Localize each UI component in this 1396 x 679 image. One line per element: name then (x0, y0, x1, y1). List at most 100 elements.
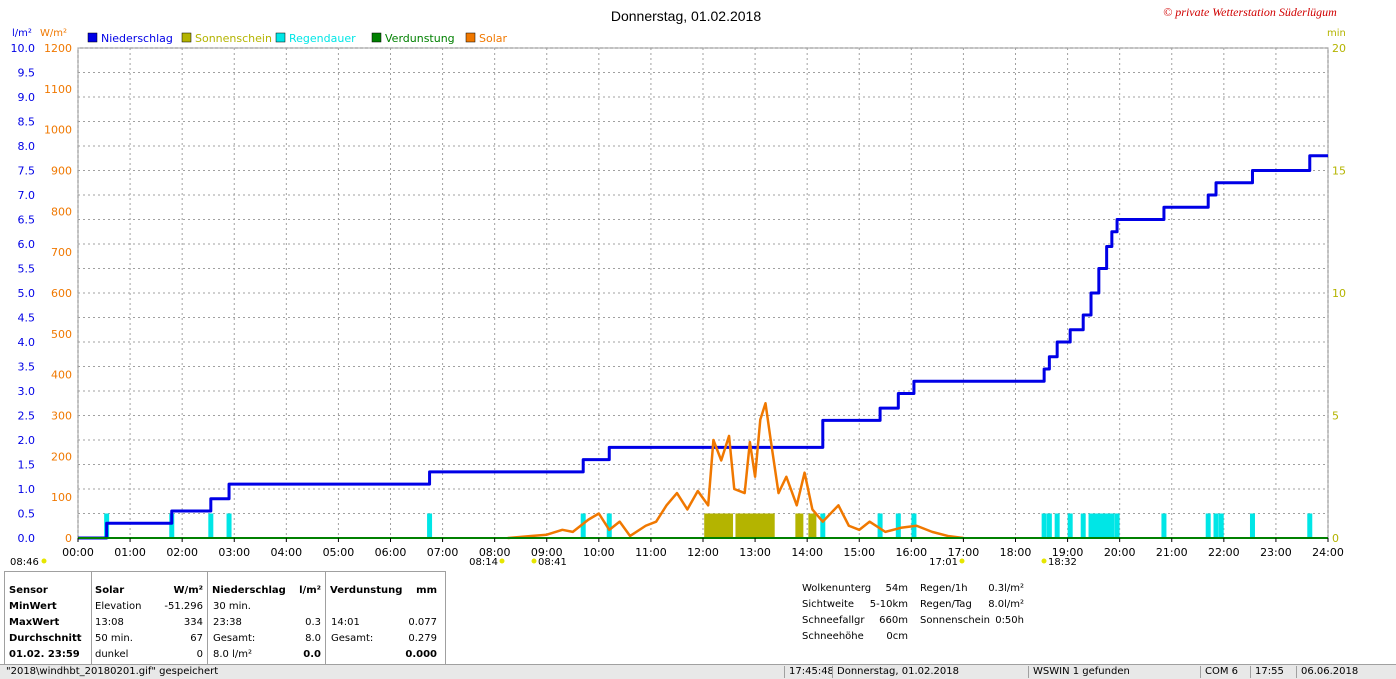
status-port: COM 6 (1200, 666, 1245, 678)
x-tick-label: 00:00 (62, 546, 94, 559)
solar-value: 334 (183, 617, 203, 628)
status-today: 06.06.2018 (1296, 666, 1396, 678)
bar-regendauer (1054, 513, 1060, 538)
bar-regendauer (1307, 513, 1313, 538)
evap-info: 14:01 (331, 617, 360, 628)
x-tick-label: 12:00 (687, 546, 719, 559)
time-annotation: 08:41 (538, 557, 567, 568)
bar-sonnenschein (709, 513, 718, 538)
x-tick-label: 19:00 (1052, 546, 1084, 559)
precip-info: 8.0 l/m² (213, 649, 252, 660)
header-evap: Verdunstung (330, 585, 403, 596)
y-left-precip-tick-label: 4.0 (18, 336, 36, 349)
sun-marker (499, 558, 505, 564)
y-right-minutes-tick-label: 5 (1332, 410, 1339, 423)
bar-regendauer (1213, 513, 1219, 538)
y-left-solar-tick-label: 300 (51, 410, 72, 423)
table-divider (325, 572, 326, 664)
x-tick-label: 22:00 (1208, 546, 1240, 559)
time-annotation: 17:01 (929, 557, 958, 568)
bar-sonnenschein (795, 513, 804, 538)
bar-sonnenschein (761, 513, 770, 538)
y-left-precip-tick-label: 2.5 (18, 410, 36, 423)
x-tick-label: 01:00 (114, 546, 146, 559)
y-left-precip-tick-label: 2.0 (18, 434, 36, 447)
y-left-precip-tick-label: 9.5 (18, 67, 36, 80)
bar-sonnenschein (808, 513, 817, 538)
x-tick-label: 21:00 (1156, 546, 1188, 559)
rain-info-value: 0.3l/m² (988, 583, 1024, 594)
chart-grid (77, 47, 1329, 539)
y-left-precip-tick-label: 10.0 (11, 42, 36, 55)
bar-regendauer (1249, 513, 1255, 538)
x-tick-label: 14:00 (791, 546, 823, 559)
y-left-precip-tick-label: 1.0 (18, 483, 36, 496)
weather-info-value: 5-10km (869, 599, 908, 610)
bar-regendauer (820, 513, 826, 538)
rain-info-label: Regen/1h (920, 583, 968, 594)
y-right-minutes-tick-label: 15 (1332, 165, 1346, 178)
bar-sonnenschein (756, 513, 765, 538)
bar-regendauer (1101, 513, 1107, 538)
precip-info: 23:38 (213, 617, 242, 628)
evap-value: 0.279 (408, 633, 437, 644)
legend-label: Niederschlag (101, 32, 173, 45)
x-tick-label: 10:00 (583, 546, 615, 559)
status-device: WSWIN 1 gefunden (1028, 666, 1201, 678)
weather-info-label: Schneehöhe (802, 631, 864, 642)
x-tick-label: 09:00 (531, 546, 563, 559)
bar-regendauer (877, 513, 883, 538)
bar-regendauer (1106, 513, 1112, 538)
summary-table: Sensor Solar W/m² Niederschlag l/m² Verd… (4, 571, 446, 665)
bar-sonnenschein (751, 513, 760, 538)
copyright-text: © private Wetterstation Süderlügum (1163, 5, 1337, 19)
chart-bars (104, 513, 1313, 538)
bar-regendauer (1067, 513, 1073, 538)
bar-regendauer (1218, 513, 1224, 538)
unit-left-precip: l/m² (12, 28, 32, 39)
y-left-precip-tick-label: 5.5 (18, 263, 36, 276)
y-left-solar-tick-label: 1200 (44, 42, 72, 55)
bar-sonnenschein (704, 513, 713, 538)
y-left-solar-tick-label: 900 (51, 165, 72, 178)
solar-info: dunkel (95, 649, 129, 660)
precip-value: 0.0 (303, 649, 321, 660)
row-label: MinWert (9, 601, 57, 612)
unit-left-solar: W/m² (40, 28, 67, 39)
bar-regendauer (1205, 513, 1211, 538)
bar-sonnenschein (745, 513, 754, 538)
evap-info: Gesamt: (331, 633, 374, 644)
row-label: Durchschnitt (9, 633, 82, 644)
bar-sonnenschein (735, 513, 744, 538)
status-time: 17:45:48 (784, 666, 833, 678)
bar-sonnenschein (766, 513, 775, 538)
y-left-solar-tick-label: 800 (51, 205, 72, 218)
solar-info: 50 min. (95, 633, 133, 644)
y-left-precip-tick-label: 6.5 (18, 214, 36, 227)
weather-chart: 00:00 01:00 02:00 03:00 04:00 05:00 06:00 07:00… (10, 5, 1346, 568)
y-left-precip-tick-label: 4.5 (18, 312, 36, 325)
y-left-precip-tick-label: 3.5 (18, 361, 36, 374)
weather-info-label: Schneefallgr (802, 615, 865, 626)
header-evap-unit: mm (416, 585, 437, 596)
legend-swatch (181, 32, 192, 43)
solar-value: 67 (190, 633, 203, 644)
y-left-solar-tick-label: 1000 (44, 124, 72, 137)
chart-title: Donnerstag, 01.02.2018 (611, 8, 761, 24)
bar-regendauer (895, 513, 901, 538)
rain-info-label: Regen/Tag (920, 599, 972, 610)
x-tick-label: 02:00 (166, 546, 198, 559)
y-right-minutes-tick-label: 20 (1332, 42, 1346, 55)
legend-label: Regendauer (289, 32, 356, 45)
row-label: 01.02. 23:59 (9, 649, 80, 660)
legend-label: Verdunstung (385, 32, 455, 45)
x-tick-label: 11:00 (635, 546, 667, 559)
x-tick-label: 18:00 (1000, 546, 1032, 559)
y-right-minutes-tick-label: 0 (1332, 532, 1339, 545)
bar-regendauer (1096, 513, 1102, 538)
header-solar-unit: W/m² (173, 585, 203, 596)
x-tick-label: 07:00 (427, 546, 459, 559)
y-left-solar-tick-label: 1100 (44, 83, 72, 96)
y-left-precip-tick-label: 3.0 (18, 385, 36, 398)
header-solar: Solar (95, 585, 125, 596)
